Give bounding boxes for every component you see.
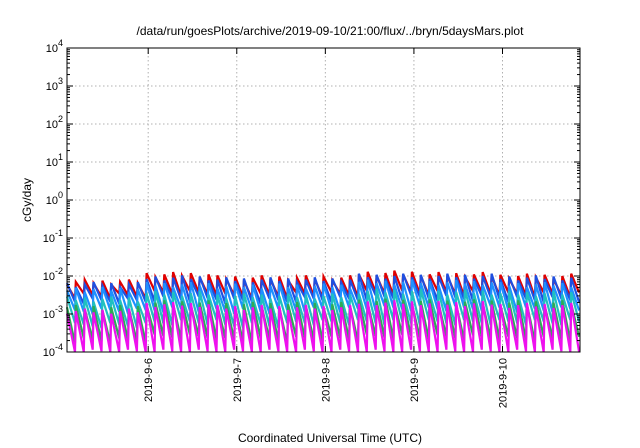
- y-tick-label: 102: [46, 114, 63, 131]
- y-axis-label: cGy/day: [20, 178, 34, 222]
- y-axis: 10-4 10-3 10-2 10-1 100 101 102 103 104: [43, 38, 580, 359]
- series-line-6: [65, 300, 581, 353]
- x-axis-label: Coordinated Universal Time (UTC): [238, 431, 422, 445]
- y-tick-label: 10-3: [43, 304, 63, 321]
- chart-title: /data/run/goesPlots/archive/2019-09-10/2…: [137, 24, 525, 38]
- y-tick-label: 103: [46, 76, 63, 93]
- data-series: [65, 270, 581, 353]
- x-tick-label: 2019-9-10: [497, 358, 509, 408]
- y-tick-label: 10-1: [43, 228, 63, 245]
- y-tick-label: 10-2: [43, 266, 63, 283]
- x-tick-label: 2019-9-7: [232, 358, 244, 402]
- y-tick-label: 104: [46, 38, 63, 55]
- y-tick-label: 10-4: [43, 342, 63, 359]
- x-tick-label: 2019-9-6: [143, 358, 155, 402]
- x-tick-label: 2019-9-8: [320, 358, 332, 402]
- x-tick-label: 2019-9-9: [409, 358, 421, 402]
- x-axis: 2019-9-6 2019-9-7 2019-9-8 2019-9-9 2019-9-1…: [143, 48, 509, 408]
- y-tick-label: 100: [46, 190, 63, 207]
- y-tick-label: 101: [46, 152, 63, 169]
